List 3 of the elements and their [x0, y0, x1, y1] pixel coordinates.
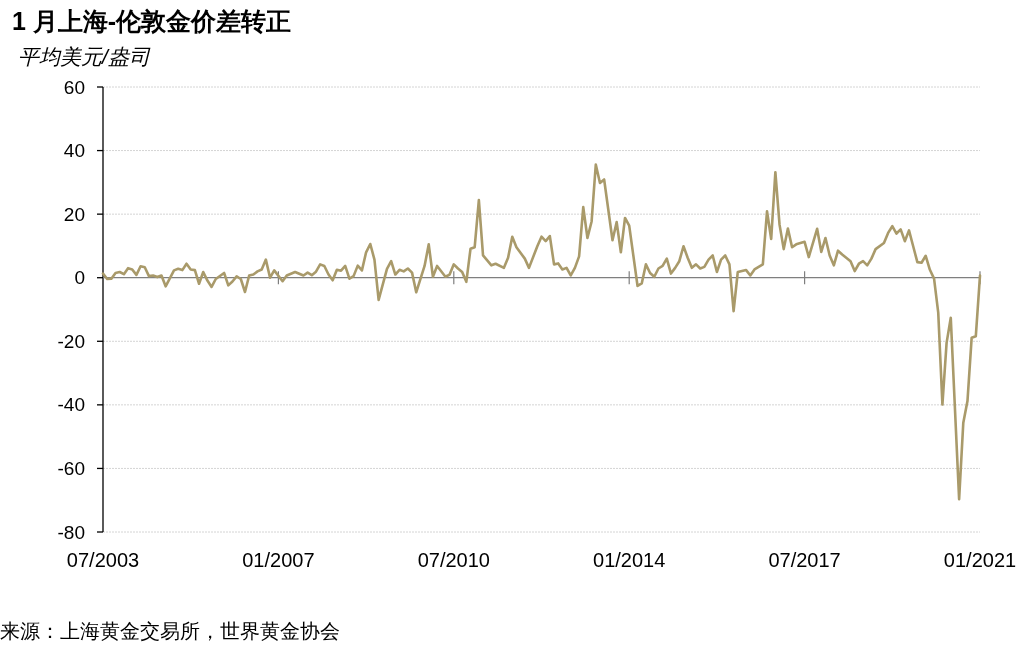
- annotation: 来源：上海黄金交易所，世界黄金协会: [0, 620, 340, 642]
- title: 1 月上海-伦敦金价差转正: [12, 7, 292, 35]
- ylabel: 平均美元/盎司: [18, 45, 150, 68]
